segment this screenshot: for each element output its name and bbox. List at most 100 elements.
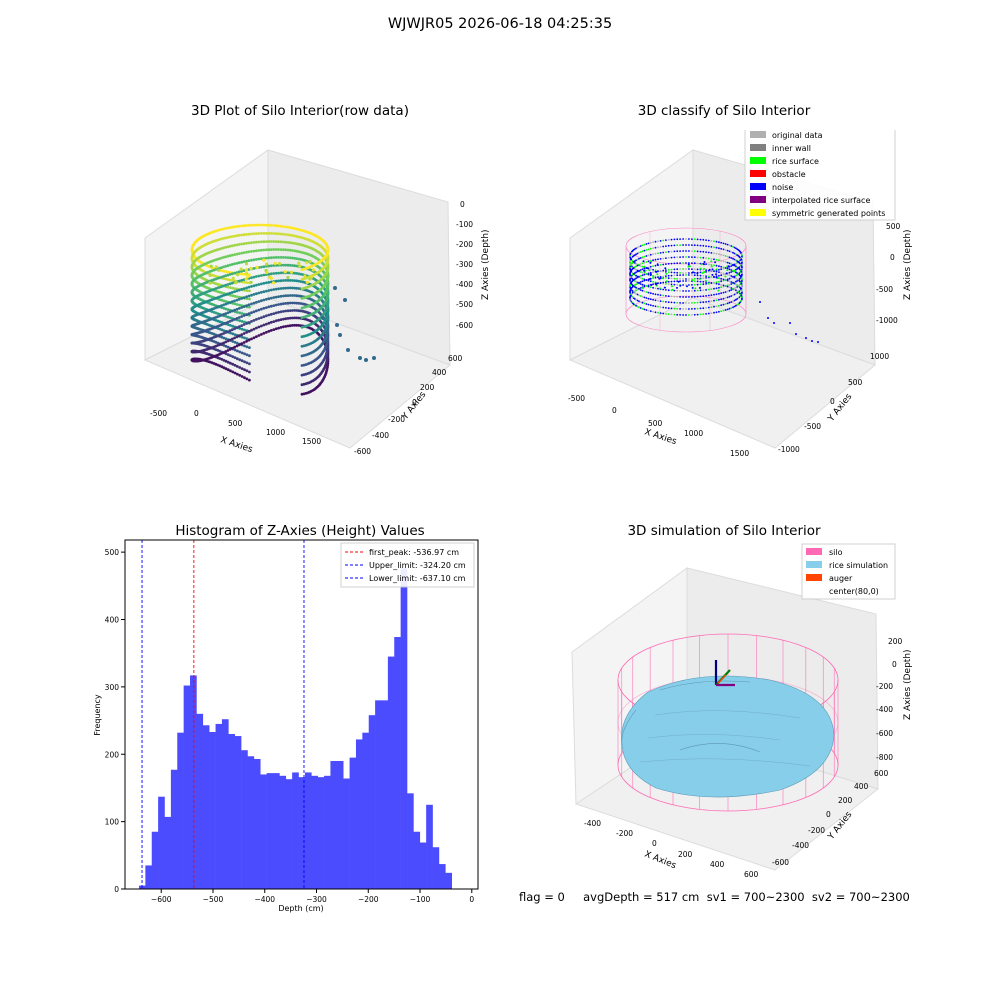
p2-point: [659, 264, 662, 266]
p1-point: [288, 316, 292, 320]
p1-point: [252, 241, 256, 244]
p1-point: [284, 294, 288, 298]
p2-point: [679, 308, 681, 310]
p1-point: [272, 296, 276, 299]
p2-point: [688, 274, 690, 276]
p2-point: [705, 263, 707, 265]
p1-point: [286, 233, 290, 237]
p2-point: [652, 241, 654, 244]
p2-point: [728, 256, 731, 259]
p1-point: [262, 323, 266, 327]
p2-point: [641, 277, 644, 280]
p2-point: [715, 276, 718, 279]
p4-legend-swatch: [806, 561, 822, 568]
p2-point: [724, 279, 727, 281]
p1-point: [226, 345, 230, 349]
p1-point: [245, 250, 248, 254]
p1-point: [245, 224, 248, 227]
p1-point: [279, 271, 283, 275]
p1-point: [269, 312, 273, 316]
p2-point: [665, 245, 667, 247]
p1-point: [272, 232, 276, 235]
p1-point: [220, 266, 223, 269]
histogram-y-ticks: 0 100 200 300 400 500: [105, 548, 125, 894]
p2-point: [726, 243, 729, 246]
p2-point: [662, 306, 665, 309]
p1-point: [245, 361, 249, 365]
p2-point: [652, 292, 654, 295]
p1-point: [286, 241, 290, 244]
p1-point: [288, 226, 292, 229]
p1-point: [250, 285, 253, 288]
p2-point: [685, 290, 687, 292]
p1-point: [237, 334, 241, 338]
histogram-bar: [260, 774, 267, 889]
p2-point: [654, 293, 657, 296]
p2-point: [691, 302, 693, 304]
p2-point: [685, 296, 687, 298]
p2-point: [657, 311, 659, 314]
p1-point: [269, 232, 273, 235]
p1-point: [235, 344, 239, 348]
p2-point: [639, 251, 642, 253]
p1-point: [291, 279, 294, 282]
p1-point: [293, 301, 296, 305]
p2-point: [657, 293, 659, 296]
p2-point: [722, 254, 725, 257]
p1-point: [235, 326, 239, 329]
p2-point: [641, 301, 644, 304]
p1-point: [242, 233, 246, 237]
p1-ytick-0: -600: [354, 447, 371, 456]
p2-point: [657, 252, 659, 255]
p1-point: [300, 297, 304, 300]
p2-point: [728, 268, 731, 271]
p1-point: [300, 373, 304, 377]
p2-point: [718, 286, 720, 289]
p2-point: [722, 248, 725, 251]
p2-point: [645, 273, 648, 275]
p2-point: [667, 274, 670, 277]
p2-point: [724, 255, 727, 257]
p1-point: [250, 311, 253, 315]
p1-point: [222, 366, 226, 370]
p4-zlabel: Z Axies (Depth): [903, 649, 913, 720]
p1-point: [288, 248, 292, 252]
p2-point: [643, 255, 646, 258]
p1-point: [282, 302, 285, 306]
p2-point: [705, 271, 707, 273]
p2-point: [724, 285, 727, 287]
p1-point: [226, 339, 230, 343]
histogram-bar: [285, 779, 293, 889]
p1-point: [240, 333, 244, 336]
p1-point: [228, 273, 232, 276]
p2-point: [696, 307, 699, 310]
p2-point: [730, 269, 733, 271]
p1-point: [242, 251, 246, 254]
p2-point: [688, 238, 690, 240]
legend-label: first_peak: -536.97 cm: [369, 548, 459, 557]
p1-point: [224, 283, 228, 287]
p1-point: [284, 279, 288, 282]
p1-point: [231, 279, 235, 282]
p1-point: [228, 338, 232, 342]
p1-point: [300, 325, 304, 329]
legend-label: Lower_limit: -637.10 cm: [369, 574, 466, 583]
p2-point: [665, 289, 667, 291]
p1-point: [265, 232, 268, 235]
p1-point: [247, 312, 251, 315]
p1-point: [255, 318, 258, 321]
p1-point: [245, 271, 249, 275]
p1-point: [293, 309, 296, 312]
p1-point: [295, 309, 299, 312]
p1-point: [265, 240, 268, 243]
p2-point: [724, 249, 727, 251]
p1-point: [230, 263, 234, 266]
p2-point: [635, 262, 637, 265]
p1-point: [288, 263, 292, 267]
p2-point: [688, 244, 690, 246]
p1-point: [226, 278, 230, 281]
p2-point: [662, 294, 665, 297]
p2-point: [676, 268, 679, 271]
p1-point: [288, 233, 292, 237]
p1-point: [245, 322, 248, 325]
